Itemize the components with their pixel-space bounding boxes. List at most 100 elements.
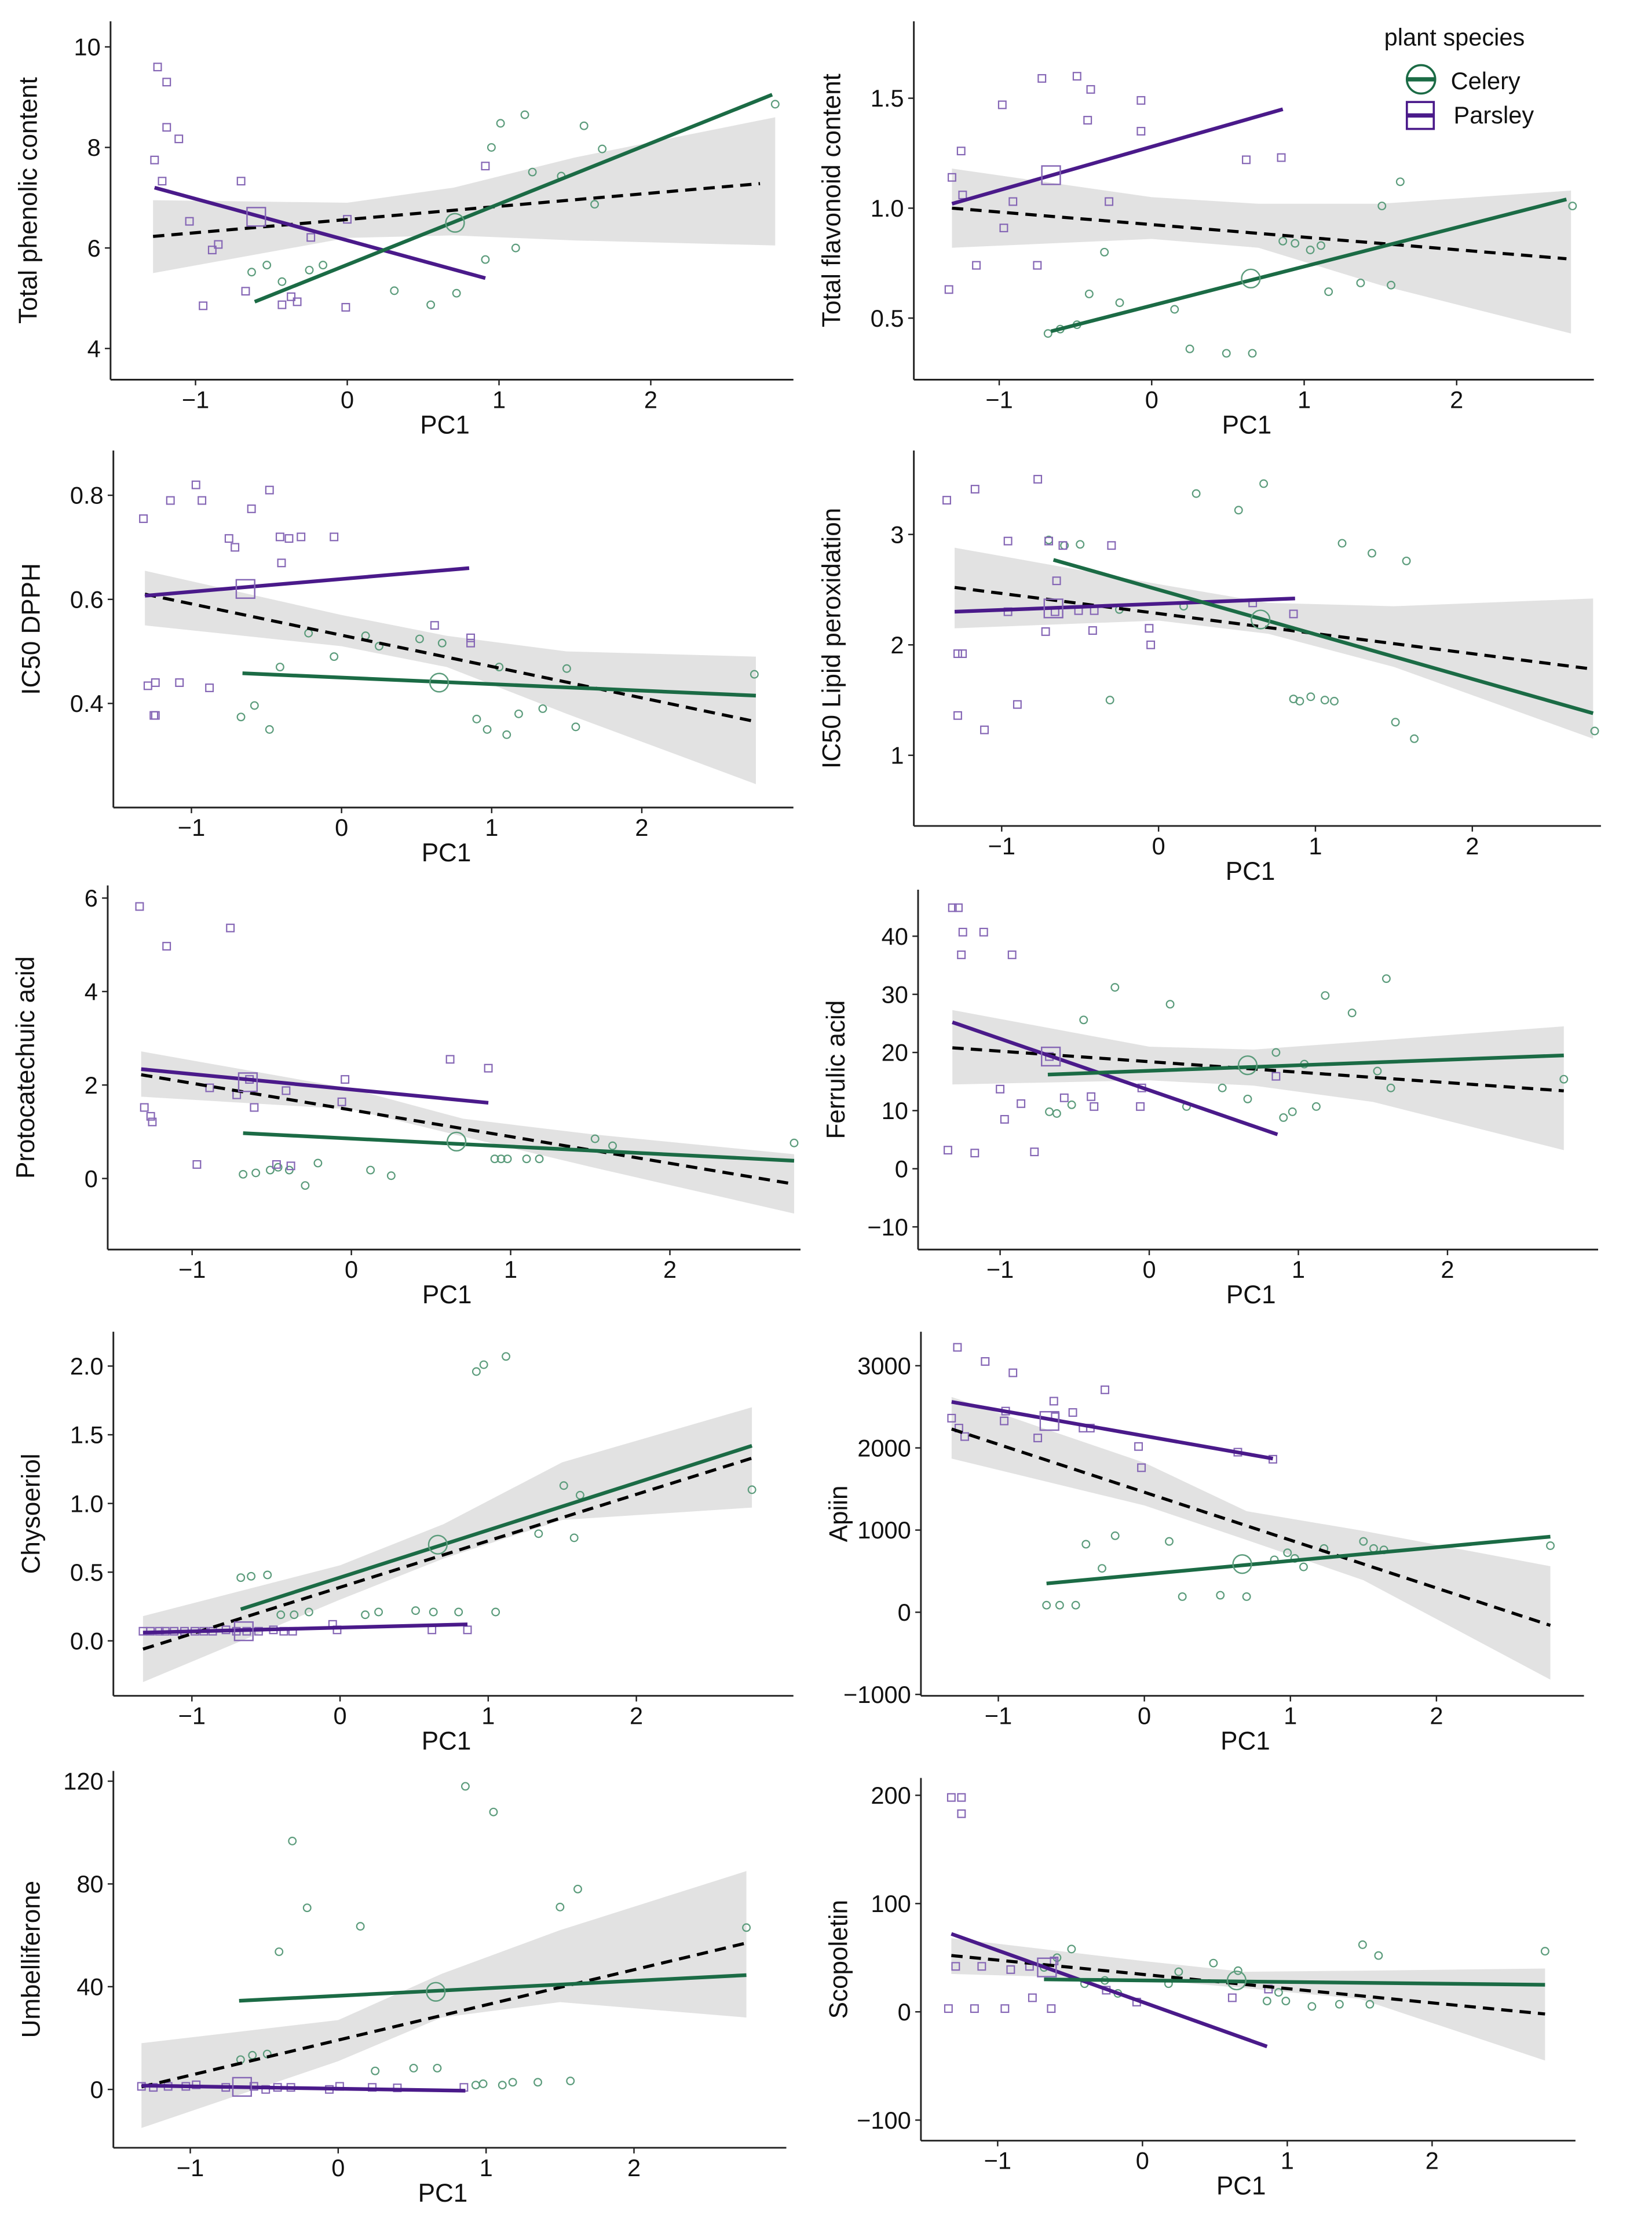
x-tick-label: −1 — [178, 814, 205, 841]
parsley-point — [166, 496, 175, 505]
celery-point — [1079, 1015, 1088, 1025]
celery-point — [1234, 506, 1243, 515]
celery-point — [319, 261, 328, 270]
parsley-point — [1145, 624, 1154, 633]
celery-centroid — [1241, 268, 1261, 288]
celery-point — [487, 143, 496, 152]
parsley-point — [1000, 2004, 1010, 2013]
x-tick-label: 1 — [481, 1702, 495, 1730]
x-tick-label: 2 — [1430, 1702, 1443, 1730]
parsley-point — [972, 261, 981, 270]
parsley-point — [957, 950, 966, 959]
parsley-point — [1086, 85, 1095, 94]
parsley-point — [1013, 700, 1022, 709]
celery-point — [1100, 247, 1109, 257]
x-tick-label: 2 — [630, 1702, 643, 1730]
parsley-point — [284, 534, 294, 543]
parsley-point — [1047, 2004, 1056, 2013]
x-tick-label: 0 — [341, 386, 354, 413]
celery-point — [1055, 1600, 1064, 1610]
y-tick-label: 0 — [898, 1599, 911, 1626]
x-axis-label: PC1 — [1226, 857, 1275, 886]
celery-point — [415, 634, 424, 644]
celery-point — [1321, 991, 1330, 1000]
celery-point — [535, 1154, 544, 1164]
celery-point — [409, 2063, 418, 2072]
celery-point — [426, 300, 436, 309]
parsley-centroid — [1037, 1957, 1057, 1978]
parsley-point — [996, 1084, 1005, 1094]
celery-centroid — [1232, 1554, 1252, 1574]
confidence-ribbon — [145, 571, 756, 784]
celery-point — [247, 1571, 256, 1581]
celery-point — [1337, 539, 1347, 548]
parsley-point — [286, 1161, 295, 1171]
confidence-ribbon — [955, 547, 1593, 739]
celery-point — [361, 1610, 370, 1620]
celery-point — [1283, 1548, 1292, 1558]
celery-point — [1386, 1083, 1395, 1092]
celery-point — [374, 1607, 383, 1617]
celery-point — [1084, 289, 1094, 298]
celery-point — [1045, 1107, 1054, 1116]
y-axis-label: Total flavonoid content — [817, 74, 846, 327]
y-tick-label: 40 — [882, 923, 908, 950]
celery-centroid — [427, 1534, 448, 1555]
overall-fit-line — [152, 182, 761, 238]
panel-1: −1 0 1 2 4 6 8 10 PC1 Total phenolic content — [14, 21, 794, 439]
parsley-point — [466, 638, 476, 648]
celery-point — [1317, 241, 1325, 250]
confidence-ribbon — [141, 1051, 794, 1214]
x-tick-label: 1 — [504, 1256, 517, 1283]
celery-point — [1233, 1966, 1242, 1975]
celery-point — [579, 121, 589, 130]
y-tick-label: 10 — [882, 1097, 908, 1124]
celery-point — [371, 2066, 380, 2075]
celery-point — [573, 1884, 582, 1894]
parsley-point — [162, 78, 171, 87]
celery-point — [1306, 246, 1315, 254]
parsley-fit-line — [954, 597, 1295, 614]
parsley-point — [275, 532, 284, 542]
celery-point — [590, 1134, 600, 1143]
x-axis-label: PC1 — [422, 1727, 472, 1756]
parsley-point — [153, 63, 162, 72]
legend: plant species Celery Parsley — [1384, 23, 1534, 130]
celery-point — [265, 725, 274, 734]
parsley-point — [1044, 536, 1054, 546]
celery-point — [1356, 278, 1365, 287]
parsley-point — [944, 2004, 953, 2013]
x-tick-label: 0 — [1136, 2147, 1149, 2174]
y-tick-label: −1000 — [843, 1681, 911, 1708]
parsley-centroid — [1041, 165, 1061, 185]
x-tick-label: 2 — [644, 386, 657, 413]
parsley-point — [192, 1160, 202, 1169]
y-tick-label: 1.0 — [871, 195, 904, 222]
celery-point — [770, 100, 780, 109]
parsley-point — [954, 903, 963, 912]
x-tick-label: 0 — [345, 1256, 358, 1283]
celery-point — [1540, 1947, 1549, 1956]
parsley-point — [977, 1962, 986, 1971]
panel-3: −1 0 1 2 0.4 0.6 0.8 PC1 IC50 DPPH — [17, 450, 794, 867]
celery-point — [562, 664, 571, 673]
celery-point — [1568, 202, 1577, 211]
celery-point — [276, 1610, 286, 1620]
overall-fit-line — [141, 1941, 747, 2089]
parsley-point — [980, 725, 989, 734]
x-tick-label: 2 — [635, 814, 648, 841]
celery-point — [502, 1352, 511, 1361]
celery-point — [386, 1171, 396, 1180]
parsley-point — [199, 301, 208, 310]
parsley-point — [162, 942, 171, 951]
x-tick-label: 0 — [335, 814, 348, 841]
parsley-centroid — [232, 2077, 252, 2097]
celery-point — [1081, 1540, 1091, 1549]
celery-point — [288, 1836, 297, 1845]
parsley-point — [463, 1625, 472, 1635]
parsley-point — [466, 633, 476, 642]
celery-point — [302, 1903, 312, 1913]
parsley-point — [1052, 576, 1061, 586]
